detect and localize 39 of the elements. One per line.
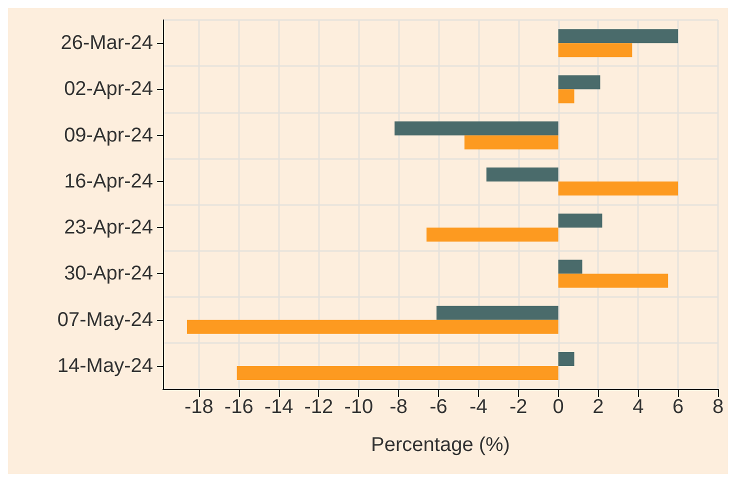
x-tick-label: -10 (344, 396, 374, 418)
bar (236, 366, 558, 380)
bar (558, 29, 678, 44)
x-tick-label: -12 (304, 396, 334, 418)
bar (426, 228, 558, 242)
x-tick-label: -14 (264, 396, 294, 418)
bar (436, 306, 558, 320)
bar (186, 320, 558, 334)
y-tick-label: 26-Mar-24 (60, 32, 153, 54)
y-tick-label: 30-Apr-24 (64, 262, 153, 285)
y-tick-label: 07-May-24 (57, 308, 153, 331)
x-tick-label: 6 (672, 396, 684, 418)
bar (558, 89, 574, 104)
x-tick-label: -6 (430, 396, 448, 418)
x-tick-label: -4 (470, 396, 488, 418)
x-tick-label: 2 (592, 396, 604, 418)
bar (558, 260, 582, 274)
bar (558, 274, 668, 288)
bar (558, 214, 602, 228)
x-tick-label: -8 (390, 396, 408, 418)
x-tick-label: -2 (509, 396, 528, 418)
y-tick-label: 02-Apr-24 (64, 78, 153, 100)
bar (464, 135, 558, 150)
y-tick-label: 14-May-24 (57, 354, 153, 377)
y-tick-label: 23-Apr-24 (64, 216, 153, 239)
y-tick-label: 09-Apr-24 (64, 124, 153, 146)
bar (486, 167, 558, 182)
x-tick-label: 4 (632, 396, 644, 418)
bar (394, 121, 558, 136)
x-tick-label: -18 (184, 396, 214, 418)
x-axis-title: Percentage (%) (371, 434, 510, 456)
x-tick-label: 0 (552, 396, 564, 418)
bar (558, 352, 574, 366)
bar (558, 181, 678, 196)
bar (558, 43, 632, 58)
x-tick-label: 8 (712, 396, 724, 418)
bar (558, 75, 600, 90)
x-tick-label: -16 (224, 396, 254, 418)
y-tick-label: 16-Apr-24 (64, 170, 153, 192)
